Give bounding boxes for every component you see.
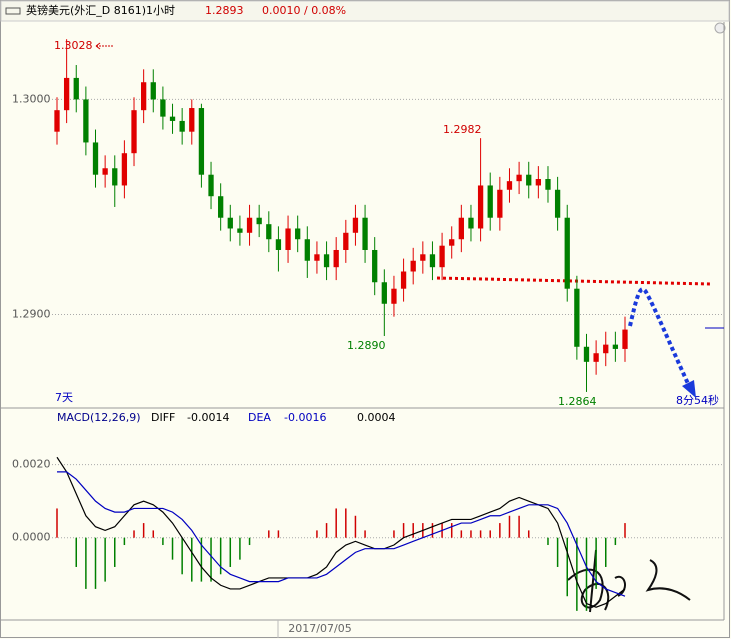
candle-body	[439, 245, 445, 268]
dea-label: DEA	[248, 411, 271, 424]
diff-label: DIFF	[151, 411, 175, 424]
drawn-forecast	[628, 287, 692, 389]
dea-value: -0.0016	[284, 411, 326, 424]
macd-value: 0.0004	[357, 411, 396, 424]
candle-body	[102, 168, 108, 175]
macd-line	[56, 456, 626, 608]
candle-body	[246, 217, 253, 233]
last-price: 1.2893	[205, 4, 244, 17]
candle-body	[169, 116, 176, 121]
candle-body	[314, 254, 320, 261]
candle-body	[516, 174, 522, 182]
candle-body	[506, 181, 513, 190]
candle-body	[198, 108, 205, 175]
price-change: 0.0010 / 0.08%	[262, 4, 346, 17]
candle-body	[545, 179, 551, 190]
y-tick-label: 1.3000	[12, 92, 51, 105]
candle-body	[487, 185, 493, 218]
candle-body	[429, 254, 436, 268]
candle-body	[612, 344, 619, 349]
candle-body	[160, 99, 166, 117]
header-bar	[0, 0, 730, 22]
candle-body	[343, 232, 349, 250]
low-label: 1.2890	[347, 339, 386, 352]
candle-body	[121, 153, 128, 186]
candle-body	[574, 288, 580, 347]
candle-body	[83, 99, 89, 143]
candle-body	[256, 217, 262, 225]
candle-body	[603, 344, 609, 354]
candle-body	[304, 239, 310, 261]
candle-body	[352, 217, 359, 233]
candle-body	[131, 110, 137, 154]
candle-body	[420, 254, 426, 261]
header-icon	[5, 7, 21, 15]
candle-body	[458, 217, 464, 240]
candle-body	[208, 174, 214, 197]
y-tick-label: 1.2900	[12, 308, 51, 321]
y-tick-label: 0.0000	[12, 531, 51, 544]
candle-body	[526, 174, 532, 186]
candle-body	[266, 224, 272, 240]
candle-body	[140, 82, 147, 111]
macd-line	[57, 471, 626, 597]
candle-body	[63, 77, 70, 111]
diff-value: -0.0014	[187, 411, 229, 424]
candle-body	[227, 217, 233, 229]
candle-body	[362, 217, 368, 250]
period-label: 7天	[55, 391, 73, 404]
drawn-arrow-head	[682, 380, 696, 398]
high-label: 1.3028	[54, 39, 93, 52]
candle-body	[410, 260, 416, 272]
candle-body	[497, 189, 503, 218]
candle-body	[285, 228, 291, 250]
candle-body	[381, 282, 387, 304]
peak-label: 1.2982	[443, 123, 482, 136]
candle-body	[112, 168, 118, 186]
candle-body	[92, 142, 99, 175]
x-axis-label: 2017/07/05	[288, 622, 351, 635]
candle-body	[449, 239, 455, 246]
countdown-label: 8分54秒	[676, 393, 719, 407]
candle-body	[477, 185, 484, 229]
candle-body	[54, 110, 60, 132]
candle-body	[323, 254, 330, 268]
candle-body	[237, 228, 243, 233]
candle-body	[372, 249, 378, 283]
candle-body	[150, 82, 156, 100]
candle-body	[391, 288, 397, 304]
candle-body	[554, 189, 561, 218]
candle-body	[275, 239, 282, 250]
candle-body	[535, 179, 542, 186]
candle-body	[333, 249, 339, 268]
candle-body	[564, 217, 570, 289]
chart-title: 英镑美元(外汇_D 8161)1小时	[26, 3, 175, 17]
corner-button[interactable]	[714, 22, 726, 34]
candle-body	[179, 120, 185, 132]
candle-body	[400, 271, 407, 289]
candle-body	[468, 217, 474, 229]
candle-body	[295, 228, 301, 240]
candle-body	[593, 353, 599, 362]
candle-body	[583, 346, 590, 362]
high-arrow-head	[95, 42, 101, 50]
candle-body	[73, 77, 79, 100]
candle-body	[622, 329, 628, 349]
candle-body	[218, 196, 224, 218]
low-label: 1.2864	[558, 395, 597, 408]
y-tick-label: 0.0020	[12, 458, 51, 471]
candle-body	[189, 108, 195, 132]
macd-indicator: MACD(12,26,9)	[57, 411, 141, 424]
